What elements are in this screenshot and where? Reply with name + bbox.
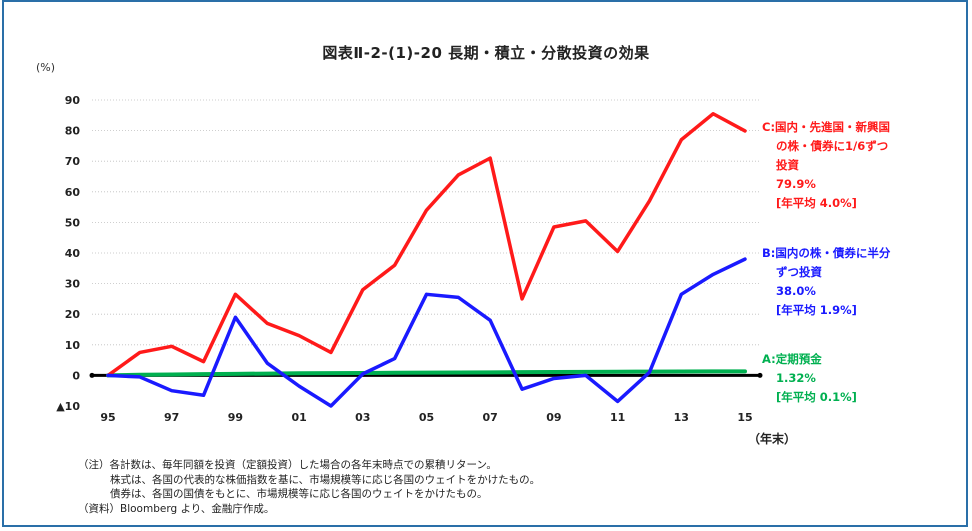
x-tick-label: 15 bbox=[737, 411, 752, 424]
x-tick-label: 13 bbox=[674, 411, 689, 424]
series-b-annotation: [年平均 1.9%] bbox=[776, 303, 857, 317]
y-tick-label: 70 bbox=[65, 155, 81, 168]
y-tick-label: 30 bbox=[65, 278, 81, 291]
x-tick-label: 11 bbox=[610, 411, 625, 424]
y-tick-label: 0 bbox=[72, 369, 80, 382]
x-tick-label: 99 bbox=[228, 411, 243, 424]
y-tick-label: 20 bbox=[65, 308, 81, 321]
y-tick-label: 90 bbox=[65, 94, 81, 107]
y-tick-label: ▲10 bbox=[56, 400, 80, 413]
note-line: 株式は、各国の代表的な株価指数を基に、市場規模等に応じ各国のウェイトをかけたもの… bbox=[110, 473, 541, 486]
series-c-annotation: 79.9% bbox=[776, 177, 816, 191]
series-a-annotation: 1.32% bbox=[776, 371, 816, 385]
series-b-annotation: B:国内の株・債券に半分 bbox=[762, 246, 891, 260]
zero-axis-marker bbox=[757, 372, 763, 378]
chart-title: 図表Ⅱ-2-(1)-20 長期・積立・分散投資の効果 bbox=[322, 44, 650, 62]
y-tick-label: 80 bbox=[65, 125, 81, 138]
x-unit-label: （年末） bbox=[748, 432, 797, 446]
x-tick-label: 03 bbox=[355, 411, 370, 424]
x-tick-label: 01 bbox=[291, 411, 306, 424]
series-b-line bbox=[106, 257, 747, 408]
series-c-annotation: C:国内・先進国・新興国 bbox=[762, 120, 890, 134]
zero-axis-marker bbox=[89, 372, 95, 378]
series-c-annotation: [年平均 4.0%] bbox=[776, 196, 857, 210]
x-tick-label: 07 bbox=[483, 411, 498, 424]
x-tick-label: 95 bbox=[100, 411, 115, 424]
y-tick-label: 40 bbox=[65, 247, 81, 260]
x-tick-label: 05 bbox=[419, 411, 434, 424]
x-tick-label: 97 bbox=[164, 411, 179, 424]
notes: （注）各計数は、毎年同額を投資（定額投資）した場合の各年末時点での累積リターン。… bbox=[78, 458, 540, 516]
note-line: 債券は、各国の国債をもとに、市場規模等に応じ各国のウェイトをかけたもの。 bbox=[110, 488, 488, 500]
x-tick-label: 09 bbox=[546, 411, 561, 424]
series-c-line bbox=[106, 112, 747, 378]
y-tick-label: 50 bbox=[65, 216, 81, 229]
series-b-annotation: ずつ投資 bbox=[776, 265, 822, 279]
y-tick-label: 60 bbox=[65, 186, 81, 199]
source-line: （資料）Bloomberg より、金融庁作成。 bbox=[78, 502, 275, 515]
series-a-annotation: [年平均 0.1%] bbox=[776, 390, 857, 404]
series-b-annotation: 38.0% bbox=[776, 284, 816, 298]
series-c-annotation: の株・債券に1/6ずつ bbox=[776, 139, 888, 153]
y-tick-label: 10 bbox=[65, 339, 81, 352]
y-unit-label: (%) bbox=[36, 61, 56, 74]
series-a-line bbox=[106, 369, 747, 378]
note-line: （注）各計数は、毎年同額を投資（定額投資）した場合の各年末時点での累積リターン。 bbox=[78, 459, 497, 471]
series-c-annotation: 投資 bbox=[776, 158, 799, 172]
series-a-annotation: A:定期預金 bbox=[762, 352, 822, 366]
